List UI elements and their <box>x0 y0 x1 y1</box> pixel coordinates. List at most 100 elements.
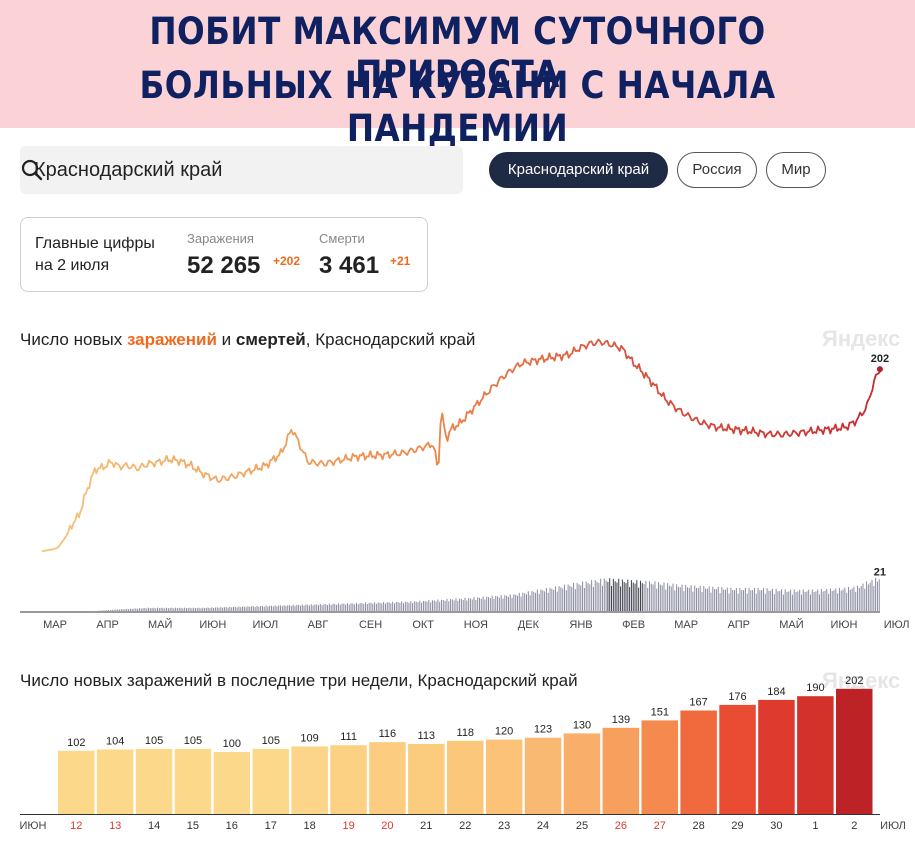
death-bar <box>779 591 781 611</box>
chart1-x-tick: ФЕВ <box>622 619 645 631</box>
death-bar <box>658 582 660 611</box>
death-bar <box>634 583 636 611</box>
death-bar <box>661 585 663 611</box>
death-bar <box>265 605 267 611</box>
region-search-input[interactable]: Краснодарский край <box>20 146 463 194</box>
death-bar <box>612 578 614 611</box>
death-bar <box>766 588 768 611</box>
day-bar <box>174 748 212 814</box>
chart1-x-tick: АПР <box>96 619 118 631</box>
death-bar <box>153 607 155 611</box>
death-bar <box>683 591 685 611</box>
death-bar <box>668 585 670 611</box>
day-bar-value: 102 <box>67 737 85 749</box>
tab-world[interactable]: Мир <box>766 152 826 188</box>
death-bar <box>486 596 488 611</box>
death-bar <box>428 600 430 611</box>
death-bar <box>540 589 542 611</box>
death-bar <box>173 608 175 611</box>
death-bar <box>392 601 394 611</box>
death-bar <box>761 590 763 611</box>
death-bar <box>536 589 538 611</box>
death-bar <box>390 603 392 611</box>
death-bar <box>847 586 849 611</box>
death-bar <box>366 604 368 611</box>
day-bar-value: 139 <box>612 714 630 726</box>
death-bar <box>401 601 403 611</box>
death-bar <box>189 607 191 611</box>
chart1-svg: 202 21 МАР АПР МАЙ ИЮН ИЮЛ АВГ СЕН ОКТ НОЯ ДЕК ЯНВ ФЕ… <box>20 338 909 631</box>
day-bar-value: 105 <box>184 735 202 747</box>
death-bar <box>379 602 381 611</box>
death-bar <box>319 603 321 611</box>
day-label: 13 <box>109 820 121 832</box>
death-bar <box>627 579 629 611</box>
death-bar <box>516 595 518 611</box>
death-bar <box>654 581 656 611</box>
day-bar-value: 151 <box>651 706 669 718</box>
death-bar <box>247 606 249 611</box>
death-bar <box>560 587 562 611</box>
headline-banner: ПОБИТ МАКСИМУМ СУТОЧНОГО ПРИРОСТА БОЛЬНЫ… <box>0 0 915 150</box>
death-bar <box>649 581 651 611</box>
death-bar <box>359 603 361 611</box>
day-label: 29 <box>731 820 743 832</box>
day-bar <box>485 739 523 814</box>
death-bar <box>195 608 196 611</box>
day-bar <box>758 699 795 814</box>
death-bar <box>676 584 678 611</box>
death-bar <box>730 587 732 611</box>
death-bar <box>198 607 200 611</box>
death-bar <box>330 604 332 611</box>
death-bar <box>388 602 390 611</box>
death-bar <box>558 586 560 611</box>
day-bar <box>330 745 367 814</box>
death-bar <box>858 588 860 611</box>
day-bar <box>96 749 134 814</box>
chart1-x-tick: ЯНВ <box>569 619 592 631</box>
chart1-title: Число новых заражений и смертей, Краснод… <box>20 330 476 349</box>
death-bar <box>477 597 479 611</box>
death-bar <box>200 608 202 611</box>
death-bar <box>533 591 535 611</box>
death-bar <box>833 590 835 611</box>
death-bar <box>744 587 746 611</box>
death-bar <box>829 588 831 611</box>
chart1-x-tick: ОКТ <box>412 619 434 631</box>
tab-krasnodar[interactable]: Краснодарский край <box>489 152 668 188</box>
day-label: 24 <box>537 820 549 832</box>
death-bar <box>213 607 215 611</box>
death-bar <box>645 580 647 611</box>
death-bar <box>656 588 658 611</box>
death-bar <box>466 600 468 611</box>
death-bar <box>795 591 797 611</box>
death-bar <box>328 603 330 611</box>
death-bar <box>299 605 301 611</box>
death-bar <box>605 580 607 611</box>
death-bar <box>471 599 473 611</box>
death-bar <box>647 588 649 611</box>
death-bar <box>140 608 142 611</box>
death-bar <box>109 610 111 611</box>
death-bar <box>308 605 310 611</box>
death-bar <box>703 586 705 611</box>
death-bar <box>278 605 280 611</box>
death-bar <box>806 591 808 611</box>
death-bar <box>500 595 502 611</box>
death-bar <box>276 606 278 611</box>
death-bar <box>303 605 305 611</box>
death-bar <box>374 602 376 611</box>
death-bar <box>193 607 195 611</box>
tab-russia[interactable]: Россия <box>677 152 757 188</box>
death-bar <box>580 585 582 611</box>
death-bar <box>403 603 405 611</box>
search-icon[interactable] <box>20 158 44 182</box>
death-bar <box>674 590 676 611</box>
death-bar <box>155 608 157 611</box>
death-bar <box>853 586 855 611</box>
day-bar <box>602 727 640 814</box>
death-bar <box>876 581 878 611</box>
death-bar <box>482 596 484 611</box>
death-bar <box>439 601 441 611</box>
death-bar <box>280 605 282 611</box>
